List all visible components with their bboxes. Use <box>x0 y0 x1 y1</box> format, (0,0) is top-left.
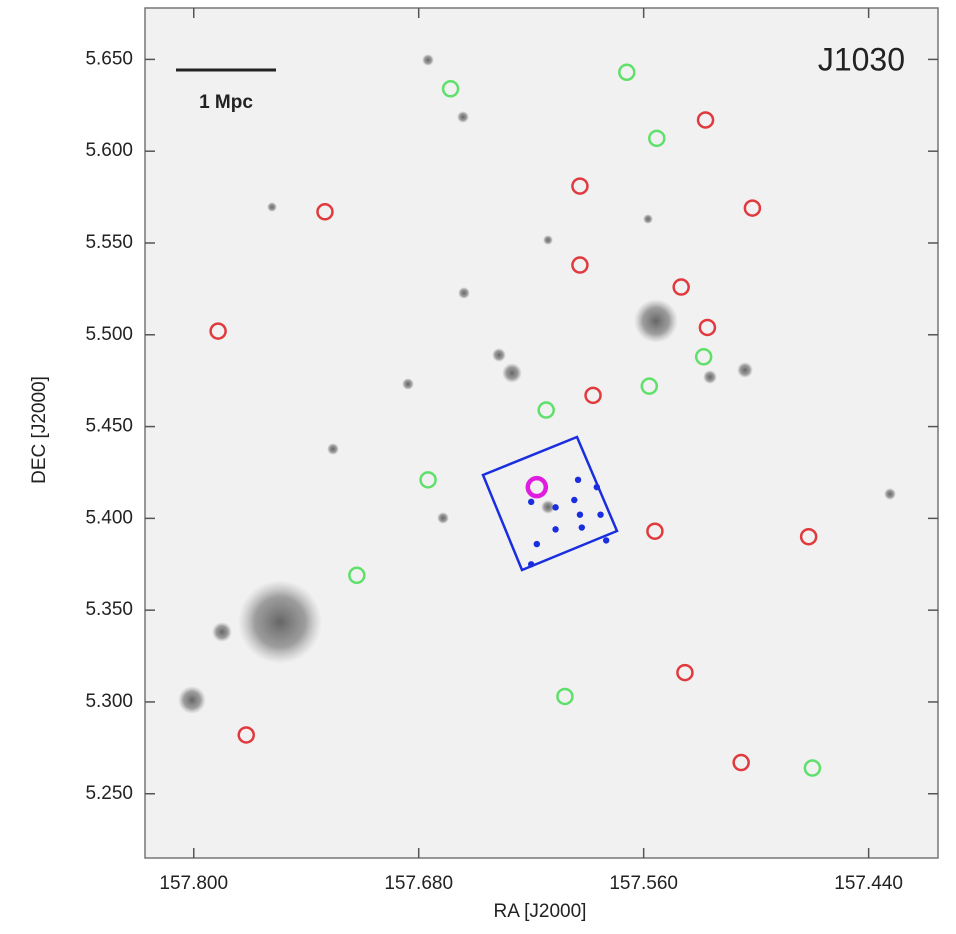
x-axis-label: RA [J2000] <box>494 901 587 922</box>
source-marker <box>571 177 589 195</box>
source-marker <box>571 496 578 504</box>
source-marker <box>694 348 713 366</box>
x-tick-label: 157.800 <box>159 873 228 894</box>
y-tick-label: 5.550 <box>85 232 133 253</box>
x-tick-label: 157.440 <box>834 873 903 894</box>
source-marker <box>527 561 535 568</box>
y-tick-label: 5.450 <box>85 416 133 437</box>
sky-image <box>144 7 939 859</box>
source-marker <box>527 498 535 506</box>
source-marker <box>348 566 366 585</box>
source-marker <box>698 318 717 337</box>
source-marker <box>646 522 664 540</box>
source-marker <box>618 63 636 82</box>
source-marker <box>672 278 690 296</box>
source-marker <box>743 199 762 217</box>
x-tick-label: 157.560 <box>609 873 678 894</box>
source-marker <box>237 726 255 744</box>
source-marker <box>556 687 574 706</box>
source-marker <box>419 471 437 489</box>
source-marker <box>574 476 582 484</box>
scale-label: 1 Mpc <box>199 92 253 113</box>
source-marker <box>316 203 334 221</box>
y-tick-label: 5.600 <box>85 140 133 161</box>
source-marker <box>648 129 666 148</box>
source-marker <box>584 386 602 405</box>
source-marker <box>593 483 601 491</box>
source-marker <box>552 504 559 511</box>
source-marker <box>640 377 659 395</box>
source-marker <box>676 663 694 682</box>
source-marker <box>537 401 555 419</box>
y-axis-label: DEC [J2000] <box>29 376 50 484</box>
chart-title: J1030 <box>818 41 905 77</box>
source-marker <box>597 511 604 518</box>
source-marker <box>803 759 822 777</box>
source-marker <box>578 524 586 531</box>
source-marker <box>571 256 589 274</box>
source-marker <box>602 537 610 544</box>
x-tick-label: 157.680 <box>384 873 453 894</box>
source-marker <box>696 111 715 129</box>
source-marker <box>525 475 549 499</box>
source-marker <box>533 540 541 548</box>
y-tick-label: 5.500 <box>85 324 133 345</box>
y-tick-label: 5.250 <box>85 783 133 804</box>
sources <box>178 54 896 714</box>
y-tick-label: 5.350 <box>85 599 133 620</box>
source-marker <box>209 322 227 340</box>
source-marker <box>552 526 559 533</box>
y-tick-label: 5.650 <box>85 48 133 69</box>
source-marker <box>576 511 584 518</box>
y-tick-label: 5.400 <box>85 507 133 528</box>
field-box <box>481 435 619 572</box>
y-tick-label: 5.300 <box>85 691 133 712</box>
source-marker <box>799 527 818 546</box>
source-marker <box>732 753 750 772</box>
source-marker <box>441 80 460 98</box>
